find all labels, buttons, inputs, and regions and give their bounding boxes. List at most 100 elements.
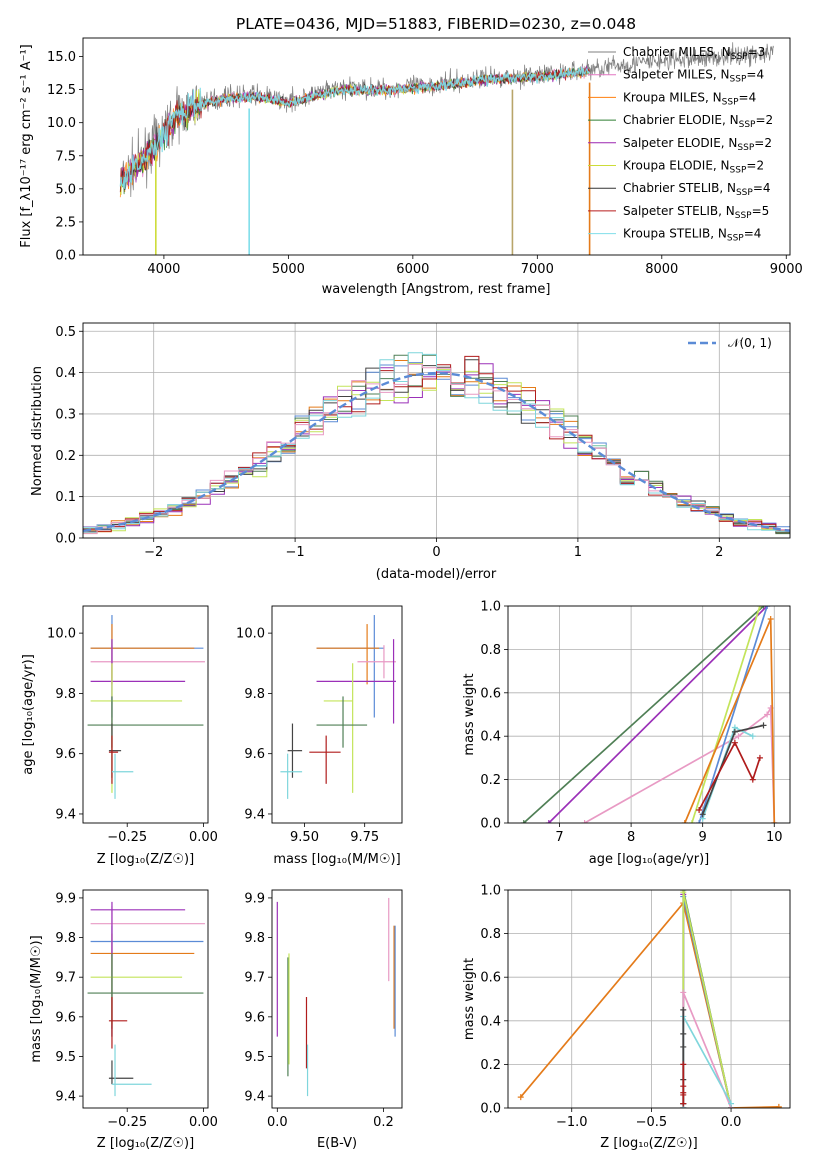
age-vs-Z-ytick-label: 9.8 (55, 687, 76, 702)
age-vs-Z-ylabel: age [log₁₀(age/yr)] (21, 654, 36, 775)
weight-vs-age-xtick-label: 8 (627, 830, 635, 845)
residuals-xtick-label: −1 (286, 545, 305, 560)
legend-entry: Kroupa STELIB, NSSP=4 (623, 227, 761, 244)
weight-vs-age-xtick-label: 7 (555, 830, 563, 845)
weight-vs-Z-xtick-label: −0.5 (636, 1115, 668, 1130)
spectrum-ytick-label: 10.0 (47, 116, 76, 131)
age-vs-mass-errorbar-point (316, 624, 380, 685)
residual-histogram (83, 363, 790, 535)
weight-vs-age-series-line (548, 606, 768, 823)
age-vs-mass-errorbar-point (323, 663, 354, 793)
weight-vs-age-ytick-label: 0.4 (480, 730, 501, 745)
mass-vs-Z-errorbar-point (108, 997, 128, 1049)
weight-vs-Z-marker (680, 1030, 687, 1037)
weight-vs-Z-marker (680, 1100, 687, 1107)
age-vs-Z-errorbar-point (108, 735, 119, 784)
weight-vs-age-marker (756, 606, 763, 609)
weight-vs-Z-xtick-label: 0.0 (721, 1115, 742, 1130)
legend-suffix: =2 (746, 159, 764, 173)
spectrum-ytick-label: 2.5 (55, 215, 76, 230)
residuals-axes: −2 −1 0 1 2 0.0 0.1 0.2 0.3 0.4 0.5 𝒩(0, 1) (data-mo… (30, 322, 791, 582)
legend-entry: Salpeter ELODIE, NSSP=2 (623, 136, 772, 153)
legend-entry: Kroupa ELODIE, NSSP=2 (623, 159, 764, 176)
age-vs-mass-xtick-label: 9.50 (290, 830, 319, 845)
legend-subscript: SSP (730, 166, 747, 176)
spectrum-axes: 0.0 2.5 5.0 7.5 10.0 12.5 15.0 4000 5000 6000 7000… (19, 37, 803, 297)
spectrum-xtick-label: 6000 (396, 262, 429, 277)
weight-vs-Z-ytick-label: 0.2 (480, 1058, 501, 1073)
spectrum-xtick-label: 7000 (521, 262, 554, 277)
weight-vs-age-marker (764, 606, 771, 609)
weight-vs-Z-ytick-label: 1.0 (480, 884, 501, 899)
mass-vs-ebv-ytick-label: 9.9 (244, 891, 265, 906)
spectrum-lines (119, 42, 774, 255)
age-vs-mass-ytick-label: 9.8 (244, 687, 265, 702)
weight-vs-Z-frame (507, 889, 791, 1109)
legend-subscript: SSP (730, 75, 747, 85)
residuals-frame (82, 322, 791, 539)
weight-vs-Z-xtick-label: −1.0 (556, 1115, 588, 1130)
mass-vs-Z-ylabel: mass [log₁₀(M/M☉)] (29, 935, 44, 1062)
weight-vs-age-marker (735, 733, 742, 740)
weight-vs-age-marker (760, 722, 767, 729)
weight-vs-age-marker (520, 820, 527, 823)
weight-vs-age-frame (507, 605, 791, 824)
weight-vs-age-marker (771, 820, 778, 823)
weight-vs-age-marker (760, 606, 767, 609)
legend-subscript: SSP (737, 143, 754, 153)
legend-entry: Salpeter MILES, NSSP=4 (623, 68, 764, 85)
mass-vs-ebv-ytick-label: 9.4 (244, 1090, 265, 1105)
legend-subscript: SSP (739, 120, 756, 130)
mass-vs-Z-axes: −0.25 0.00 9.4 9.5 9.6 9.7 9.8 9.9 Z [log₁₀(Z/Z☉… (29, 889, 218, 1151)
legend-suffix: =4 (746, 68, 764, 82)
weight-vs-age-ytick-label: 0.2 (480, 773, 501, 788)
age-vs-Z-ytick-label: 10.0 (47, 627, 76, 642)
weight-vs-age-marker (764, 711, 771, 718)
mass-vs-Z-ytick-label: 9.4 (55, 1090, 76, 1105)
weight-vs-age-marker (681, 820, 688, 823)
legend-subscript: SSP (735, 211, 752, 221)
mass-vs-Z-errorbar-point (108, 1060, 134, 1085)
spectrum-legend: Chabrier MILES, NSSP=3 Salpeter MILES, NS… (588, 45, 773, 244)
spectrum-ytick-label: 7.5 (55, 149, 76, 164)
figure-title: PLATE=0436, MJD=51883, FIBERID=0230, z=0… (236, 15, 636, 33)
weight-vs-Z-marker (680, 1089, 687, 1096)
weight-vs-Z-marker (680, 1083, 687, 1090)
mass-vs-ebv-xlabel: E(B-V) (317, 1136, 357, 1151)
mass-vs-Z-ytick-label: 9.7 (55, 971, 76, 986)
residuals-ylabel: Normed distribution (30, 366, 45, 496)
weight-vs-age-series-line (691, 606, 761, 823)
weight-vs-age-marker (688, 820, 695, 823)
age-vs-Z-frame (82, 605, 209, 824)
weight-vs-age-series-line (698, 740, 761, 811)
weight-vs-Z-series (517, 890, 782, 1108)
weight-vs-age-marker (699, 811, 706, 818)
spectrum-ytick-label: 15.0 (47, 50, 76, 65)
weight-vs-age-marker (731, 728, 738, 735)
age-vs-mass-errorbar-point (280, 753, 303, 799)
residuals-ytick-label: 0.4 (55, 366, 76, 381)
weight-vs-Z-axes: −1.0 −0.5 0.0 0.0 0.2 0.4 0.6 0.8 1.0 Z [log₁₀(Z/… (462, 884, 791, 1151)
legend-subscript: SSP (727, 234, 744, 244)
weight-vs-age-series-line (523, 606, 765, 823)
legend-subscript: SSP (736, 188, 753, 198)
mass-vs-Z-frame (82, 889, 209, 1109)
age-vs-mass-errorbar-point (309, 735, 341, 784)
age-vs-mass-errorbar-point (287, 723, 303, 778)
age-vs-mass-xtick-label: 9.75 (350, 830, 379, 845)
residual-histogram (83, 352, 790, 532)
age-vs-mass-xlabel: mass [log₁₀(M/M☉)] (273, 852, 400, 867)
age-vs-mass-errorbar-point (316, 696, 368, 748)
residual-legend-label: 𝒩(0, 1) (728, 336, 772, 350)
weight-vs-Z-ylabel: mass weight (462, 958, 477, 1040)
spectrum-xlabel: wavelength [Angstrom, rest frame] (322, 282, 551, 297)
weight-vs-age-marker (756, 754, 763, 761)
spectrum-xtick-label: 4000 (147, 262, 180, 277)
mass-vs-Z-xtick-label: −0.25 (107, 1115, 147, 1130)
weight-vs-Z-ytick-label: 0.0 (480, 1102, 501, 1117)
legend-subscript: SSP (722, 97, 739, 107)
residuals-xtick-label: 1 (574, 545, 582, 560)
legend-suffix: =4 (739, 90, 757, 104)
weight-vs-age-ytick-label: 0.0 (480, 817, 501, 832)
